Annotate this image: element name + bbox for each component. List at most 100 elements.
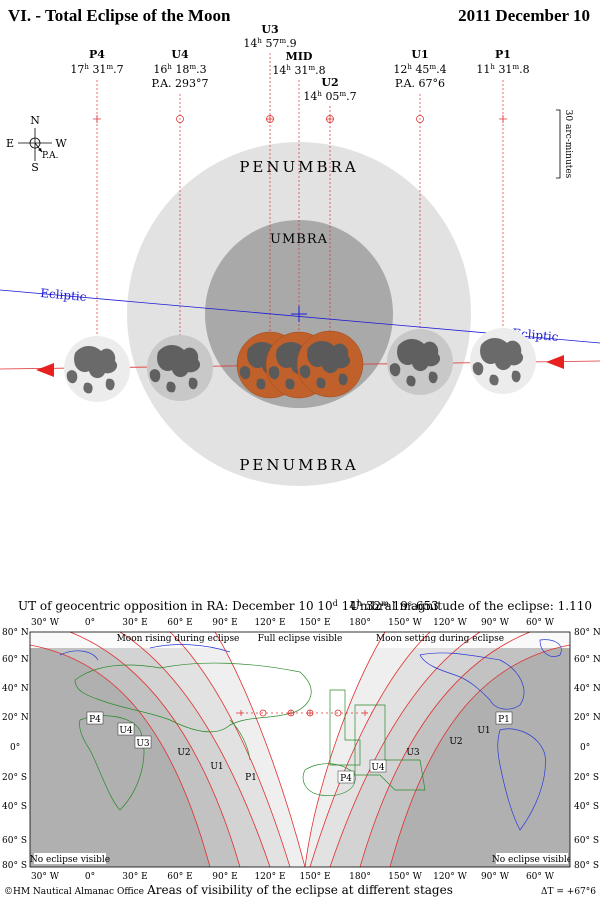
svg-text:U3: U3: [406, 748, 420, 758]
map-frame: [29, 631, 571, 868]
svg-text:PENUMBRA: PENUMBRA: [239, 158, 358, 176]
svg-text:60° N: 60° N: [574, 655, 600, 665]
contact-mid: MID 14h 31m.8: [272, 50, 325, 77]
svg-text:0°: 0°: [85, 618, 95, 628]
svg-text:60° S: 60° S: [2, 836, 27, 846]
svg-text:20° N: 20° N: [574, 713, 600, 723]
compass-w: W: [55, 137, 67, 150]
svg-text:60° S: 60° S: [574, 836, 599, 846]
contact-time: 14h 31m.8: [272, 64, 325, 77]
penumbra-label-top: PENUMBRA: [239, 158, 358, 176]
svg-text:P4: P4: [89, 715, 101, 725]
contact-p4: P4 17h 31m.7: [70, 48, 123, 76]
svg-text:40° S: 40° S: [2, 802, 27, 812]
zone-labels-left: P4 U4 U3 U2 U1 P1: [86, 711, 257, 783]
svg-text:60° E: 60° E: [167, 872, 192, 882]
latitude-labels-left: 80° N 60° N 40° N 20° N 0° 20° S 40° S 6…: [2, 628, 29, 871]
moon-u1: [387, 329, 453, 395]
contact-u1: U1 12h 45m.4 P.A. 67°6: [393, 48, 446, 90]
svg-text:120° E: 120° E: [254, 618, 285, 628]
svg-text:20° S: 20° S: [2, 773, 27, 783]
svg-text:80° N: 80° N: [2, 628, 29, 638]
penumbra-label-bottom: PENUMBRA: [239, 456, 358, 474]
umbra-label: UMBRA: [270, 232, 328, 247]
svg-text:120° W: 120° W: [433, 872, 468, 882]
contact-time: 12h 45m.4: [393, 63, 446, 76]
delta-t: ΔT = +67°6: [541, 887, 596, 897]
map-caption: Areas of visibility of the eclipse at di…: [146, 883, 453, 897]
copyright: ©HM Nautical Almanac Office: [4, 887, 144, 897]
contact-time: 14h 57m.9: [243, 37, 296, 50]
scale-bar: 30 arc-minutes: [556, 109, 573, 179]
scale-label: 30 arc-minutes: [563, 110, 573, 179]
svg-text:60° W: 60° W: [526, 618, 555, 628]
contact-id: P4: [89, 48, 105, 61]
svg-text:0°: 0°: [85, 872, 95, 882]
svg-text:0°: 0°: [580, 743, 590, 753]
svg-text:U2: U2: [177, 748, 190, 758]
contact-u4: U4 16h 18m.3 P.A. 293°7: [151, 48, 208, 90]
compass-s: S: [31, 161, 39, 174]
contact-id: MID: [286, 50, 313, 63]
svg-text:40° N: 40° N: [2, 684, 29, 694]
contact-id: U1: [411, 48, 428, 61]
contact-u3: U3 14h 57m.9: [243, 23, 296, 50]
eclipse-date: 2011 December 10: [458, 6, 590, 25]
svg-text:60° W: 60° W: [526, 872, 555, 882]
moon-p1: [470, 328, 536, 394]
svg-text:90° E: 90° E: [212, 618, 237, 628]
no-eclipse-right: No eclipse visible: [492, 855, 572, 865]
svg-text:0°: 0°: [10, 743, 20, 753]
svg-text:150° E: 150° E: [299, 872, 330, 882]
svg-text:30° W: 30° W: [31, 872, 60, 882]
svg-text:80° S: 80° S: [2, 861, 27, 871]
longitude-labels-top: 30° W 0° 30° E 60° E 90° E 120° E 150° E…: [31, 618, 555, 628]
moon-rising-label: Moon rising during eclipse: [117, 634, 240, 644]
contact-lines: [96, 53, 504, 345]
contact-pa: P.A. 67°6: [395, 77, 445, 90]
svg-text:P1: P1: [245, 773, 257, 783]
svg-text:60° E: 60° E: [167, 618, 192, 628]
contact-id: P1: [495, 48, 511, 61]
svg-text:P1: P1: [498, 715, 510, 725]
compass-rose: N S E W P.A.: [6, 114, 67, 174]
svg-text:U1: U1: [477, 726, 490, 736]
contact-u2: U2 14h 05m.7: [303, 76, 356, 103]
path-arrow-left: [36, 363, 54, 377]
svg-text:180°: 180°: [349, 618, 371, 628]
svg-text:90° W: 90° W: [481, 872, 510, 882]
contact-markers: [93, 115, 507, 123]
opposition-time: UT of geocentric opposition in RA: Decem…: [18, 599, 439, 613]
svg-text:30° E: 30° E: [122, 872, 147, 882]
moon-u4: [147, 335, 213, 401]
svg-text:150° W: 150° W: [388, 618, 423, 628]
svg-text:90° W: 90° W: [481, 618, 510, 628]
page-title: VI. - Total Eclipse of the Moon: [8, 6, 231, 25]
svg-text:180°: 180°: [349, 872, 371, 882]
path-arrow-right: [546, 355, 564, 369]
svg-text:90° E: 90° E: [212, 872, 237, 882]
latitude-labels-right: 80° N 60° N 40° N 20° N 0° 20° S 40° S 6…: [574, 628, 600, 871]
svg-text:20° S: 20° S: [574, 773, 599, 783]
contact-time: 16h 18m.3: [153, 63, 206, 76]
svg-text:80° N: 80° N: [574, 628, 600, 638]
svg-text:60° N: 60° N: [2, 655, 29, 665]
no-eclipse-left: No eclipse visible: [30, 855, 110, 865]
ecliptic-label-left: Ecliptic: [40, 286, 88, 304]
svg-text:120° E: 120° E: [254, 872, 285, 882]
compass-n: N: [30, 114, 40, 127]
svg-text:P4: P4: [340, 774, 352, 784]
svg-text:40° N: 40° N: [574, 684, 600, 694]
svg-text:40° S: 40° S: [574, 802, 599, 812]
svg-text:U4: U4: [119, 726, 133, 736]
moon-setting-label: Moon setting during eclipse: [376, 634, 504, 644]
contact-id: U3: [261, 23, 278, 36]
svg-text:U1: U1: [210, 762, 223, 772]
umbral-magnitude: Umbral magnitude of the eclipse: 1.110: [350, 599, 592, 613]
moon-u2: [296, 330, 364, 398]
svg-text:20° N: 20° N: [2, 713, 29, 723]
svg-text:80° S: 80° S: [574, 861, 599, 871]
svg-text:150° E: 150° E: [299, 618, 330, 628]
contact-id: U4: [171, 48, 189, 61]
